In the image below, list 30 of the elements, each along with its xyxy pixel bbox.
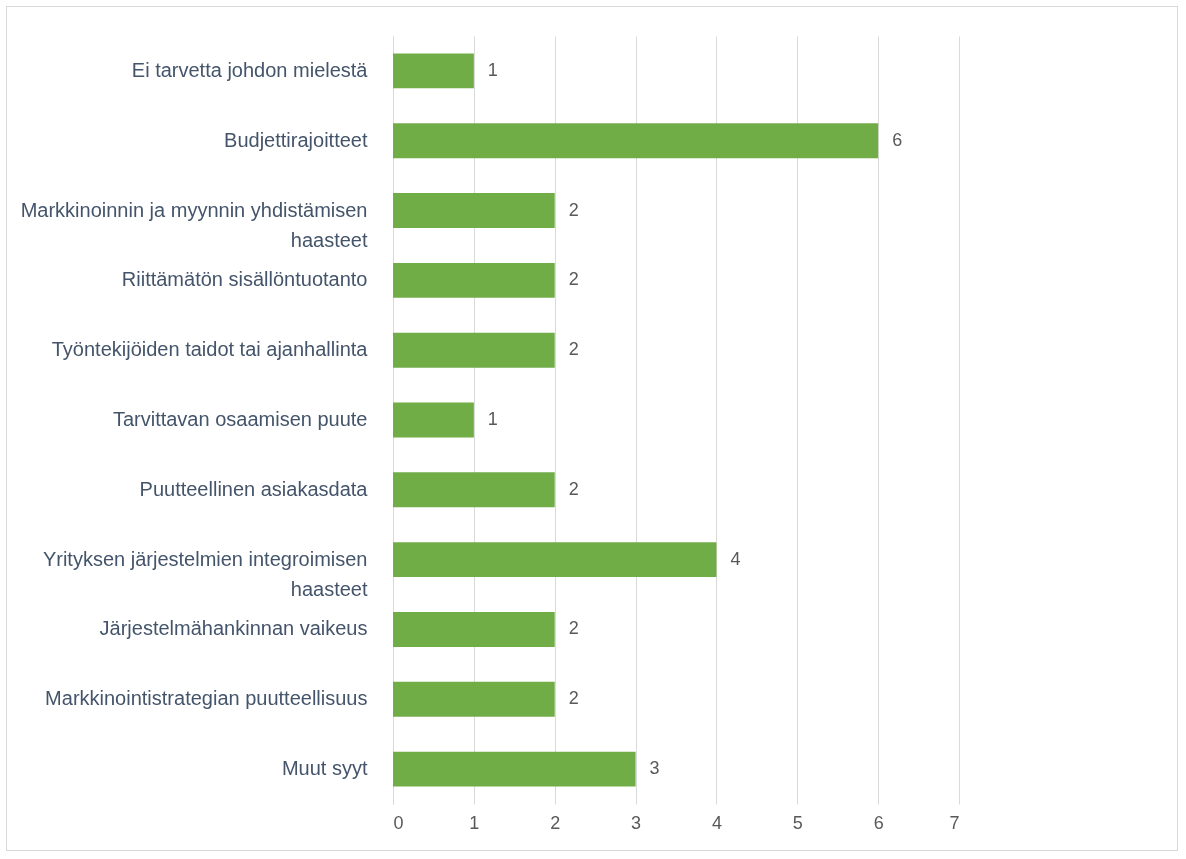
y-tick-label: Yrityksen järjestelmien integroimisen haasteet <box>42 547 368 600</box>
data-label: 2 <box>568 618 579 639</box>
x-tick-label: 2 <box>550 812 561 833</box>
data-label: 2 <box>568 688 579 709</box>
data-label: 2 <box>568 269 579 290</box>
y-tick-label: Budjettirajoitteet <box>224 128 368 151</box>
data-label: 6 <box>892 129 903 150</box>
y-tick-label: Markkinointistrategian puutteellisuus <box>45 687 368 710</box>
y-tick-label: Ei tarvetta johdon mielestä <box>131 58 369 81</box>
data-label: 2 <box>568 339 579 360</box>
x-tick-label: 3 <box>631 812 642 833</box>
y-tick-label: Tarvittavan osaamisen puute <box>112 408 368 430</box>
data-label: 4 <box>730 548 741 569</box>
x-tick-label: 1 <box>469 812 480 833</box>
x-tick-label: 7 <box>949 812 960 833</box>
data-label: 1 <box>487 59 498 80</box>
y-tick-label: Riittämätön sisällöntuotanto <box>121 268 368 291</box>
y-tick-label: Markkinoinnin ja myynnin yhdistämisen haasteet <box>20 198 368 251</box>
x-tick-label: 4 <box>711 812 722 833</box>
y-tick-label: Järjestelmähankinnan vaikeus <box>99 617 368 640</box>
data-label: 1 <box>487 409 498 429</box>
data-label: 2 <box>568 199 579 220</box>
y-tick-label: Puutteellinen asiakasdata <box>139 477 369 500</box>
x-tick-label: 6 <box>873 812 884 833</box>
y-tick-label: Muut syyt <box>281 757 368 780</box>
data-label: 2 <box>568 478 579 499</box>
y-tick-label: Työntekijöiden taidot tai ajanhallinta <box>51 338 369 361</box>
data-label: 3 <box>649 758 660 779</box>
x-tick-label: 5 <box>792 812 803 833</box>
x-tick-label: 0 <box>393 812 404 833</box>
